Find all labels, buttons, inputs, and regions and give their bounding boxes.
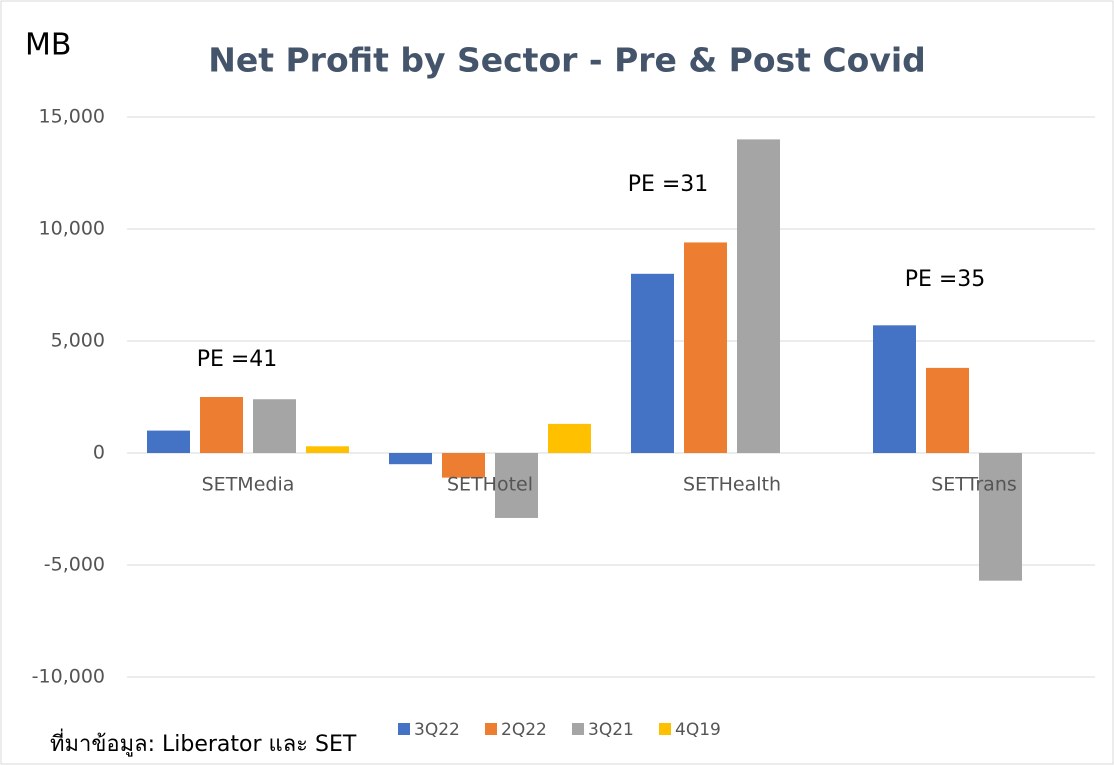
annotation: PE =31 xyxy=(628,172,709,197)
bar xyxy=(979,453,1022,581)
legend-swatch xyxy=(485,723,497,735)
bar xyxy=(147,430,190,453)
bar xyxy=(389,453,432,465)
x-tick-label: SETTrans xyxy=(931,474,1017,496)
bar xyxy=(548,423,591,453)
bar xyxy=(737,139,780,453)
bar xyxy=(873,325,916,453)
chart-title: Net Profit by Sector - Pre & Post Covid xyxy=(208,41,926,80)
bar xyxy=(631,273,674,453)
legend-swatch xyxy=(398,723,410,735)
legend-swatch xyxy=(659,723,671,735)
x-tick-label: SETHealth xyxy=(683,474,781,496)
y-tick-label: 5,000 xyxy=(51,330,105,352)
bar xyxy=(200,397,243,453)
legend-label: 4Q19 xyxy=(675,720,721,740)
legend-label: 2Q22 xyxy=(501,720,547,740)
legend-label: 3Q22 xyxy=(414,720,460,740)
legend-label: 3Q21 xyxy=(588,720,634,740)
y-tick-label: -5,000 xyxy=(44,554,105,576)
bar xyxy=(495,453,538,518)
y-tick-label: 0 xyxy=(93,442,105,464)
legend-swatch xyxy=(572,723,584,735)
annotation: PE =41 xyxy=(197,347,278,372)
annotation: PE =35 xyxy=(905,267,986,292)
bar xyxy=(926,367,969,453)
y-axis-label: MB xyxy=(25,28,71,63)
y-tick-label: 15,000 xyxy=(39,106,105,128)
bar xyxy=(306,446,349,453)
bar xyxy=(442,453,485,478)
x-tick-label: SETHotel xyxy=(447,474,533,496)
y-tick-label: -10,000 xyxy=(32,666,105,688)
bar xyxy=(684,242,727,453)
bar xyxy=(253,399,296,453)
source-note: ที่มาข้อมูล: Liberator และ SET xyxy=(50,728,357,757)
y-tick-label: 10,000 xyxy=(39,218,105,240)
x-tick-label: SETMedia xyxy=(202,474,295,496)
